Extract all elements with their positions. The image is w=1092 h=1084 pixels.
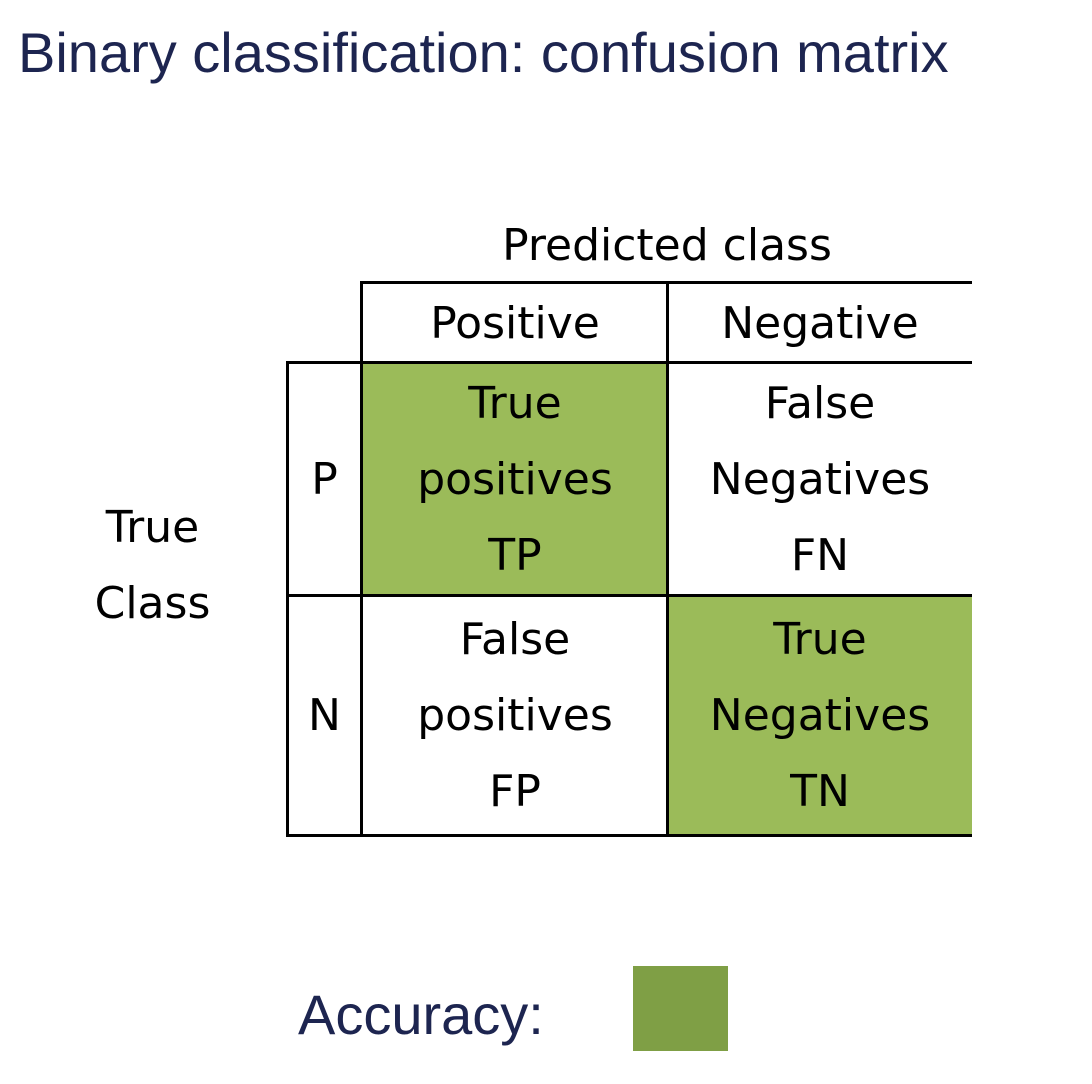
cell-fp-line3: FP (489, 765, 541, 817)
cell-tp-line2: positives (417, 453, 613, 505)
grid-line-rowlabel-divider (360, 281, 363, 837)
col-label-positive: Positive (430, 297, 600, 349)
cell-fn-line2: Negatives (709, 453, 931, 505)
cell-true-positives: True positives TP (362, 363, 668, 596)
grid-line-middle (287, 594, 972, 597)
cell-false-positives: False positives FP (362, 596, 668, 835)
cell-true-negatives: True Negatives TN (668, 596, 972, 835)
row-label-p: P (311, 454, 338, 505)
tn-cell-fill (668, 596, 972, 835)
true-class-header-line1: True (105, 502, 200, 553)
grid-line-left (286, 361, 289, 837)
cell-fp-line2: positives (417, 689, 613, 741)
accuracy-label: Accuracy: (298, 983, 544, 1046)
cell-tn-line1: True (773, 613, 867, 665)
true-class-header-line2: Class (94, 578, 211, 629)
accuracy-swatch (633, 966, 728, 1051)
cell-fn-line1: False (764, 377, 876, 429)
page-title: Binary classification: confusion matrix (18, 21, 949, 84)
cell-false-negatives: False Negatives FN (668, 363, 972, 596)
cell-fn-line3: FN (790, 529, 850, 581)
grid-line-header-bottom (287, 361, 972, 364)
cell-tp-line1: True (468, 377, 562, 429)
grid-line-column-divider (666, 281, 669, 837)
row-label-n: N (308, 690, 341, 741)
tp-cell-fill (362, 363, 668, 596)
cell-tn-line2: Negatives (709, 689, 931, 741)
cell-tp-line3: TP (488, 529, 542, 581)
cell-fp-line1: False (459, 613, 571, 665)
predicted-class-header: Predicted class (502, 220, 832, 271)
grid-line-bottom (287, 834, 972, 837)
cell-tn-line3: TN (790, 765, 850, 817)
col-label-negative: Negative (721, 297, 919, 349)
true-class-header: True Class (60, 490, 245, 642)
